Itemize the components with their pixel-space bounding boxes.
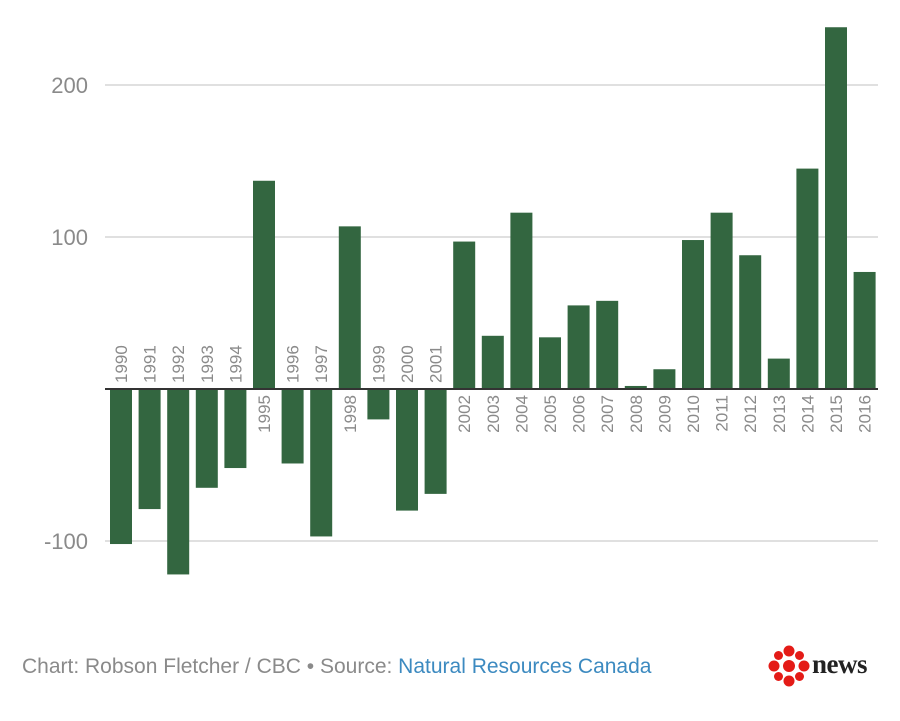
x-tick-label: 2001	[427, 345, 446, 383]
bar-2002	[453, 241, 476, 389]
bar-2010	[682, 240, 704, 389]
x-tick-label: 1993	[198, 345, 217, 383]
bar-2016	[853, 271, 876, 389]
x-tick-label: 2000	[398, 345, 417, 383]
bar-2006	[567, 305, 590, 389]
bar-1998	[338, 226, 361, 389]
bar-2009	[653, 369, 676, 389]
x-tick-label: 1994	[226, 345, 245, 383]
y-tick-label: -100	[44, 529, 88, 554]
bar-2005	[539, 337, 561, 389]
bar-1992	[167, 389, 190, 575]
x-tick-label: 1992	[169, 345, 188, 383]
bar-1996	[281, 389, 304, 464]
bar-1999	[367, 389, 390, 420]
x-tick-label: 2006	[570, 395, 589, 433]
bar-2007	[596, 300, 619, 389]
x-tick-label: 2009	[655, 395, 674, 433]
x-tick-label: 2011	[713, 395, 732, 432]
x-tick-label: 2016	[856, 395, 875, 433]
bar-2011	[710, 212, 733, 389]
bar-1991	[138, 389, 161, 510]
x-tick-label: 1990	[112, 345, 131, 383]
x-tick-label: 1999	[369, 345, 388, 383]
bar-2012	[739, 255, 762, 389]
x-tick-label: 2003	[484, 395, 503, 433]
bar-2001	[424, 389, 447, 494]
x-axis-labels: 1990 1991 1992 1993 1994 1995 1996 1997 1998 1999…	[112, 345, 875, 433]
x-tick-label: 2007	[598, 395, 617, 433]
y-tick-label: 100	[51, 225, 88, 250]
source-link[interactable]: Natural Resources Canada	[398, 655, 652, 678]
x-tick-label: 2010	[684, 395, 703, 433]
chart-footer: Chart: Robson Fletcher / CBC • Source: N…	[22, 655, 651, 679]
x-tick-label: 2005	[541, 395, 560, 433]
x-tick-label: 2004	[512, 395, 531, 433]
x-tick-label: 2012	[741, 395, 760, 433]
x-tick-label: 1991	[141, 345, 160, 383]
bar-2004	[510, 212, 533, 389]
cbc-gem-icon	[768, 645, 810, 687]
bar-2014	[796, 168, 819, 389]
bar-2008	[624, 385, 647, 389]
x-tick-label: 2014	[798, 395, 817, 433]
news-wordmark: news	[812, 649, 868, 679]
bar-1997	[310, 389, 333, 537]
credit-text: Chart: Robson Fletcher / CBC • Source:	[22, 655, 399, 678]
y-axis-labels: 200 100 -100	[44, 73, 88, 554]
bar-2000	[396, 389, 418, 511]
bar-2015	[825, 27, 847, 390]
bar-2013	[767, 358, 790, 389]
bar-1995	[253, 180, 275, 389]
x-tick-label: 1998	[341, 395, 360, 433]
bars	[110, 27, 876, 575]
x-tick-label: 1995	[255, 395, 274, 433]
gridlines	[105, 84, 878, 542]
bar-1990	[110, 389, 132, 545]
x-tick-label: 2013	[770, 395, 789, 433]
y-tick-label: 200	[51, 73, 88, 98]
x-tick-label: 2015	[827, 395, 846, 433]
bar-2003	[481, 335, 504, 389]
cbc-news-logo[interactable]: news	[768, 645, 883, 689]
x-tick-label: 1996	[284, 345, 303, 383]
x-tick-label: 2002	[455, 395, 474, 433]
x-tick-label: 1997	[312, 345, 331, 383]
x-tick-label: 2008	[627, 395, 646, 433]
bar-1993	[195, 389, 218, 488]
bar-1994	[224, 389, 247, 469]
